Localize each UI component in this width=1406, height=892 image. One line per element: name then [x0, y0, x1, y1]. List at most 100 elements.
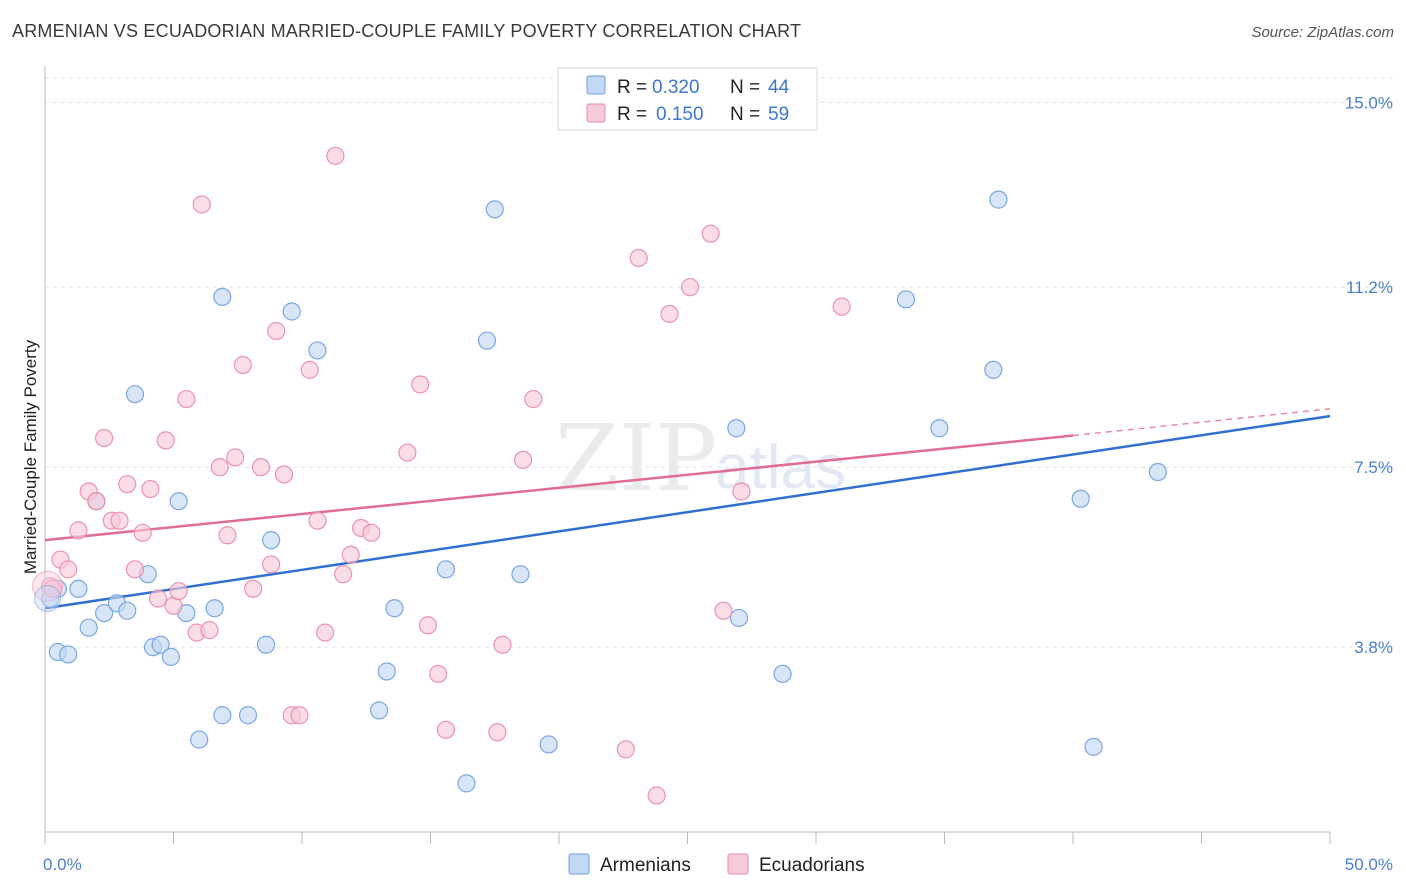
y-tick-label: 3.8% [1354, 638, 1393, 657]
data-point [218, 526, 237, 545]
data-point-cluster [32, 570, 64, 602]
legend-swatch-armenians [586, 75, 606, 95]
data-point [1084, 737, 1103, 756]
data-point [192, 195, 211, 214]
data-point [524, 389, 543, 409]
trend-line-ecuadorians [44, 434, 1074, 542]
y-tick-labels: 3.8% 7.5% 11.2% 15.0% [1345, 93, 1393, 657]
data-point [69, 521, 88, 540]
data-point [385, 599, 404, 618]
data-point [282, 302, 301, 321]
data-point [210, 458, 229, 477]
series-label-ecuadorians: Ecuadorians [759, 855, 865, 876]
x-tick-label-max: 50.0% [1345, 855, 1393, 874]
data-point [226, 448, 245, 467]
data-point [251, 458, 270, 477]
data-point [69, 579, 88, 598]
data-point [370, 701, 389, 720]
legend-n-label-1: N = [730, 77, 760, 98]
trend-line-armenians [44, 414, 1331, 610]
data-point [169, 582, 188, 601]
data-point [59, 645, 78, 664]
trend-lines [44, 408, 1331, 610]
data-point [493, 635, 512, 654]
data-point [267, 321, 286, 341]
data-point [457, 774, 476, 793]
watermark-zip: ZIP [555, 405, 717, 512]
data-point [118, 601, 137, 620]
data-point [616, 740, 635, 759]
data-point [629, 248, 648, 268]
data-point [200, 621, 219, 640]
data-point [511, 565, 530, 584]
data-point [244, 579, 263, 598]
data-point [290, 706, 309, 725]
data-point [984, 360, 1003, 379]
data-point [95, 603, 114, 623]
data-point [161, 647, 181, 666]
legend-r-label-1: R = [617, 77, 647, 98]
data-point [513, 450, 533, 469]
y-axis-label: Married-Couple Family Poverty [21, 339, 40, 574]
data-point [177, 389, 196, 409]
data-point [79, 618, 98, 637]
legend-swatch-ecuadorians [586, 103, 606, 123]
data-point [205, 599, 224, 618]
data-point [647, 786, 666, 805]
data-point [59, 560, 78, 579]
data-point [156, 431, 175, 450]
chart-title: ARMENIAN VS ECUADORIAN MARRIED-COUPLE FA… [12, 21, 802, 41]
x-tick-label-min: 0.0% [43, 855, 82, 874]
data-point [896, 290, 916, 309]
data-point [262, 531, 281, 550]
data-point [398, 443, 417, 462]
data-point [334, 565, 353, 584]
data-point [133, 523, 152, 542]
data-point [308, 511, 327, 530]
data-point [714, 601, 733, 620]
series-label-armenians: Armenians [600, 855, 691, 876]
legend-n-value-1: 44 [768, 77, 790, 98]
data-point [316, 623, 335, 642]
data-points [32, 146, 1167, 805]
data-point [429, 664, 448, 684]
y-tick-label: 11.2% [1346, 278, 1393, 297]
data-point [169, 492, 188, 511]
data-point [701, 224, 720, 243]
data-point [151, 635, 170, 654]
data-point [832, 297, 851, 316]
data-point [418, 616, 438, 635]
series-ecuadorians-points [41, 146, 851, 805]
data-point [238, 706, 258, 725]
data-point [411, 375, 430, 394]
data-point [274, 465, 294, 484]
data-point [436, 720, 456, 739]
y-tick-label: 15.0% [1345, 93, 1393, 112]
data-point [141, 479, 160, 499]
axes [44, 66, 1331, 844]
series-armenians-points [41, 190, 1167, 793]
legend-r-value-1: 0.320 [652, 77, 700, 98]
data-point [1071, 489, 1090, 508]
data-point [485, 200, 504, 219]
series-swatch-armenians [568, 853, 590, 875]
data-point [213, 287, 232, 307]
stats-legend: R = 0.320 N = 44 R = 0.150 N = 59 [557, 67, 818, 131]
legend-n-value-2: 59 [768, 104, 789, 125]
data-point [377, 662, 396, 681]
source-label: Source: ZipAtlas.com [1251, 24, 1394, 41]
x-tick-labels: 0.0% 50.0% [43, 855, 1393, 874]
data-point [729, 608, 749, 628]
legend-r-value-2: 0.150 [656, 104, 704, 125]
data-point [190, 730, 209, 749]
data-point [989, 190, 1008, 209]
data-point [1148, 462, 1167, 482]
data-point [773, 664, 792, 684]
series-legend: Armenians Ecuadorians [568, 853, 865, 876]
data-point [362, 523, 381, 542]
data-point [262, 555, 281, 574]
data-point [436, 560, 456, 579]
data-point [539, 735, 558, 754]
data-point [125, 560, 145, 579]
